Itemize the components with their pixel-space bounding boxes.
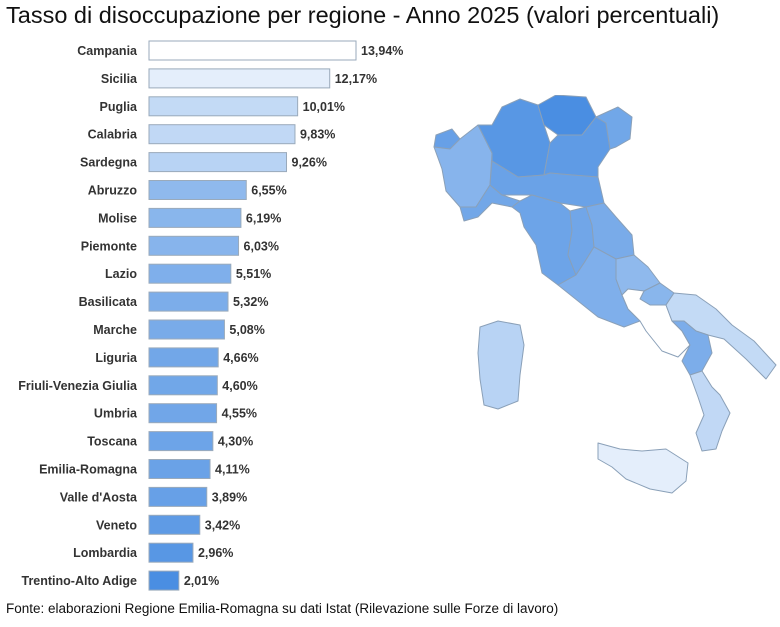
- bar-valle-d-aosta: [148, 486, 208, 507]
- value-label-lazio: 5,51%: [236, 267, 271, 281]
- category-label-umbria: Umbria: [94, 407, 138, 421]
- bar-piemonte: [148, 235, 240, 256]
- bar-liguria: [148, 347, 219, 368]
- source-note: Fonte: elaborazioni Regione Emilia-Romag…: [6, 601, 559, 616]
- value-label-piemonte: 6,03%: [244, 239, 279, 253]
- category-label-lombardia: Lombardia: [73, 546, 138, 560]
- category-label-calabria: Calabria: [88, 128, 138, 142]
- category-label-abruzzo: Abruzzo: [88, 184, 138, 198]
- value-label-calabria: 9,83%: [300, 128, 335, 142]
- bar-friuli-venezia-giulia: [148, 375, 218, 396]
- bar-campania: [148, 40, 357, 61]
- value-label-sicilia: 12,17%: [335, 72, 377, 86]
- value-label-toscana: 4,30%: [218, 435, 253, 449]
- value-label-valle-d-aosta: 3,89%: [212, 490, 247, 504]
- bar-molise: [148, 207, 242, 228]
- bar-umbria: [148, 403, 218, 424]
- bar-trentino-alto-adige: [148, 570, 180, 591]
- category-label-liguria: Liguria: [95, 351, 138, 365]
- value-label-emilia-romagna: 4,11%: [215, 463, 250, 477]
- value-label-molise: 6,19%: [246, 211, 281, 225]
- value-label-umbria: 4,55%: [222, 407, 257, 421]
- value-label-campania: 13,94%: [361, 44, 403, 58]
- category-label-toscana: Toscana: [87, 435, 138, 449]
- category-label-basilicata: Basilicata: [79, 295, 138, 309]
- category-label-sardegna: Sardegna: [80, 156, 138, 170]
- category-label-marche: Marche: [93, 323, 137, 337]
- category-label-puglia: Puglia: [99, 100, 138, 114]
- category-label-trentino-alto-adige: Trentino-Alto Adige: [22, 574, 138, 588]
- bars-group: Campania 13,94% Sicilia 12,17% Puglia 10,01% C…: [18, 40, 403, 591]
- map-region-veneto: [543, 116, 611, 178]
- bar-sicilia: [148, 68, 331, 89]
- category-label-valle-d-aosta: Valle d'Aosta: [60, 490, 138, 504]
- map-region-sardegna: [477, 320, 525, 410]
- map-regions: [433, 95, 777, 494]
- map-region-friuli-venezia-giulia: [595, 106, 633, 150]
- bar-lazio: [148, 263, 232, 284]
- category-label-campania: Campania: [77, 44, 138, 58]
- value-label-lombardia: 2,96%: [198, 546, 233, 560]
- value-label-basilicata: 5,32%: [233, 295, 268, 309]
- value-label-sardegna: 9,26%: [292, 156, 327, 170]
- value-label-trentino-alto-adige: 2,01%: [184, 574, 219, 588]
- value-label-liguria: 4,66%: [223, 351, 258, 365]
- map-region-calabria: [689, 370, 731, 452]
- bar-lombardia: [148, 542, 194, 563]
- bar-emilia-romagna: [148, 459, 211, 479]
- map-region-sicilia: [597, 442, 689, 494]
- category-label-emilia-romagna: Emilia-Romagna: [39, 463, 138, 477]
- bar-basilicata: [148, 291, 229, 312]
- bar-toscana: [148, 431, 214, 452]
- bar-chart: Campania 13,94% Sicilia 12,17% Puglia 10,01% C…: [18, 40, 403, 591]
- value-label-abruzzo: 6,55%: [251, 184, 286, 198]
- value-label-friuli-venezia-giulia: 4,60%: [222, 379, 257, 393]
- value-label-puglia: 10,01%: [303, 100, 345, 114]
- bar-sardegna: [148, 152, 288, 173]
- value-label-veneto: 3,42%: [205, 518, 240, 532]
- category-label-sicilia: Sicilia: [101, 72, 138, 86]
- bar-calabria: [148, 124, 296, 145]
- category-label-molise: Molise: [98, 211, 137, 225]
- bar-puglia: [148, 96, 299, 117]
- italy-map: [433, 95, 777, 494]
- value-label-marche: 5,08%: [229, 323, 264, 337]
- category-label-veneto: Veneto: [96, 518, 137, 532]
- bar-marche: [148, 319, 225, 340]
- bar-veneto: [148, 514, 201, 535]
- category-label-lazio: Lazio: [105, 267, 137, 281]
- category-label-friuli-venezia-giulia: Friuli-Venezia Giulia: [18, 379, 138, 393]
- chart-title: Tasso di disoccupazione per regione - An…: [6, 2, 720, 28]
- category-label-piemonte: Piemonte: [81, 239, 137, 253]
- bar-abruzzo: [148, 180, 247, 200]
- map-region-toscana: [511, 194, 577, 286]
